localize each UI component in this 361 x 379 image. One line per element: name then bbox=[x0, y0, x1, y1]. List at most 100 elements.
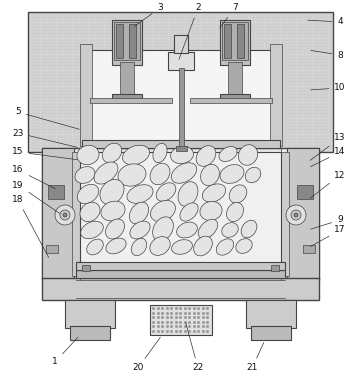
Circle shape bbox=[63, 213, 67, 217]
Bar bbox=[28, 12, 333, 152]
Text: 21: 21 bbox=[246, 343, 264, 373]
Bar bbox=[246, 300, 296, 328]
Bar bbox=[42, 148, 74, 280]
Ellipse shape bbox=[101, 201, 125, 221]
Text: 9: 9 bbox=[311, 216, 343, 229]
Ellipse shape bbox=[122, 145, 149, 165]
Ellipse shape bbox=[150, 163, 170, 185]
Bar bbox=[76, 262, 285, 270]
Bar bbox=[82, 265, 90, 271]
Ellipse shape bbox=[87, 239, 103, 255]
Text: 19: 19 bbox=[12, 180, 60, 213]
Bar bbox=[80, 44, 92, 146]
Ellipse shape bbox=[222, 222, 238, 237]
Bar bbox=[90, 50, 272, 142]
Ellipse shape bbox=[131, 238, 147, 255]
Text: 12: 12 bbox=[310, 171, 346, 198]
Ellipse shape bbox=[81, 221, 103, 239]
Bar bbox=[42, 278, 319, 300]
Ellipse shape bbox=[200, 202, 222, 221]
Bar bbox=[46, 245, 58, 253]
Text: 20: 20 bbox=[132, 337, 160, 373]
Bar bbox=[48, 185, 64, 199]
Bar bbox=[270, 44, 282, 146]
Bar bbox=[168, 52, 194, 70]
Text: 4: 4 bbox=[308, 17, 343, 27]
Bar bbox=[220, 94, 250, 101]
Ellipse shape bbox=[226, 202, 243, 222]
Text: 1: 1 bbox=[52, 337, 78, 366]
Bar bbox=[228, 62, 242, 97]
Ellipse shape bbox=[77, 145, 99, 164]
Bar bbox=[174, 35, 188, 53]
Ellipse shape bbox=[105, 219, 125, 239]
Bar bbox=[70, 326, 110, 340]
Bar bbox=[281, 152, 289, 276]
Ellipse shape bbox=[94, 162, 118, 184]
Ellipse shape bbox=[198, 219, 218, 239]
Text: 13: 13 bbox=[310, 133, 346, 160]
Bar bbox=[176, 146, 187, 151]
Ellipse shape bbox=[100, 179, 124, 205]
Ellipse shape bbox=[236, 239, 252, 253]
Bar bbox=[42, 148, 319, 280]
Text: 16: 16 bbox=[12, 166, 56, 189]
Ellipse shape bbox=[75, 167, 95, 183]
Text: 23: 23 bbox=[12, 128, 77, 147]
Bar bbox=[129, 24, 136, 58]
Ellipse shape bbox=[219, 146, 237, 161]
Text: 14: 14 bbox=[310, 147, 346, 167]
Ellipse shape bbox=[106, 238, 126, 254]
Circle shape bbox=[294, 213, 298, 217]
Bar bbox=[76, 270, 285, 278]
Bar bbox=[82, 140, 280, 148]
Bar bbox=[251, 326, 291, 340]
Text: 10: 10 bbox=[311, 83, 346, 92]
Ellipse shape bbox=[170, 146, 193, 164]
Bar bbox=[224, 24, 231, 58]
Ellipse shape bbox=[77, 184, 99, 204]
Bar bbox=[287, 148, 319, 280]
Ellipse shape bbox=[216, 239, 234, 255]
Ellipse shape bbox=[118, 164, 146, 186]
Ellipse shape bbox=[201, 164, 219, 186]
Text: 5: 5 bbox=[15, 108, 79, 129]
Bar bbox=[120, 62, 134, 97]
Bar bbox=[65, 300, 115, 328]
Bar bbox=[80, 152, 281, 264]
Bar bbox=[179, 68, 184, 148]
Bar bbox=[114, 22, 140, 60]
Text: 2: 2 bbox=[179, 3, 201, 60]
Ellipse shape bbox=[178, 182, 198, 206]
Ellipse shape bbox=[150, 236, 170, 255]
Bar bbox=[150, 305, 212, 335]
Ellipse shape bbox=[153, 217, 173, 241]
Text: 17: 17 bbox=[310, 226, 346, 247]
Bar bbox=[297, 185, 313, 199]
Ellipse shape bbox=[151, 200, 175, 222]
Ellipse shape bbox=[156, 183, 176, 201]
Circle shape bbox=[60, 210, 70, 220]
Ellipse shape bbox=[180, 203, 198, 221]
Bar bbox=[220, 20, 250, 65]
Bar bbox=[303, 245, 315, 253]
Ellipse shape bbox=[127, 185, 153, 204]
Text: 22: 22 bbox=[186, 323, 204, 373]
Ellipse shape bbox=[220, 164, 244, 183]
Ellipse shape bbox=[102, 143, 122, 163]
Ellipse shape bbox=[80, 202, 100, 222]
Text: 8: 8 bbox=[311, 50, 343, 60]
Bar bbox=[112, 94, 142, 101]
Ellipse shape bbox=[193, 236, 212, 256]
Bar bbox=[237, 24, 244, 58]
Bar bbox=[116, 24, 123, 58]
Text: 7: 7 bbox=[220, 3, 238, 28]
Text: 15: 15 bbox=[12, 147, 77, 160]
Ellipse shape bbox=[153, 143, 167, 163]
Text: 3: 3 bbox=[134, 3, 163, 27]
Circle shape bbox=[291, 210, 301, 220]
Circle shape bbox=[286, 205, 306, 225]
Ellipse shape bbox=[245, 167, 261, 183]
Ellipse shape bbox=[129, 202, 149, 224]
Ellipse shape bbox=[177, 222, 197, 238]
